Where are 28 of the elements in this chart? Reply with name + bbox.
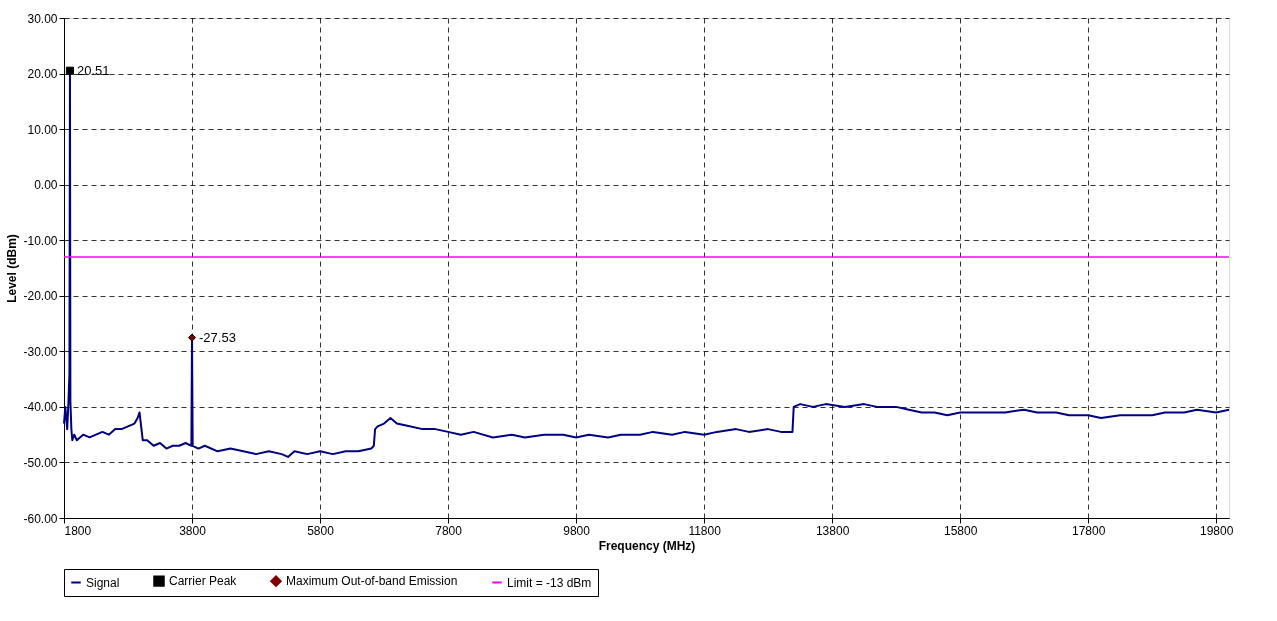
y-tick-label: 0.00: [34, 178, 58, 193]
y-tick-label: 20.00: [27, 67, 58, 82]
x-tick-label: 15800: [943, 523, 978, 538]
legend-label: Carrier Peak: [169, 574, 238, 589]
x-tick-label: 5800: [307, 523, 335, 538]
x-tick-label: 17800: [1071, 523, 1106, 538]
data-label: 20.51: [76, 62, 110, 78]
y-tick-label: 10.00: [27, 122, 58, 137]
y-tick-label: -40.00: [23, 400, 58, 415]
x-tick-label: 11800: [688, 523, 722, 538]
legend-label: Maximum Out-of-band Emission: [286, 574, 458, 589]
x-tick-label: 1800: [64, 523, 92, 538]
y-axis-title: Level (dBm): [5, 234, 20, 303]
y-tick-label: -30.00: [23, 344, 58, 359]
y-tick-label: -50.00: [23, 455, 58, 470]
y-tick-label: -60.00: [23, 511, 58, 526]
y-tick-label: -10.00: [23, 233, 58, 248]
y-tick-label: 30.00: [27, 11, 58, 26]
x-tick-label: 9800: [563, 523, 591, 538]
x-axis-title: Frequency (MHz): [598, 538, 696, 553]
x-tick-label: 19800: [1200, 523, 1234, 538]
y-tick-label: -20.00: [23, 289, 58, 304]
x-tick-label: 13800: [815, 523, 850, 538]
legend-label: Signal: [86, 575, 120, 590]
x-tick-label: 3800: [179, 523, 207, 538]
legend-label: Limit = -13 dBm: [507, 575, 592, 590]
data-label: -27.53: [199, 329, 236, 345]
x-tick-label: 7800: [435, 523, 463, 538]
